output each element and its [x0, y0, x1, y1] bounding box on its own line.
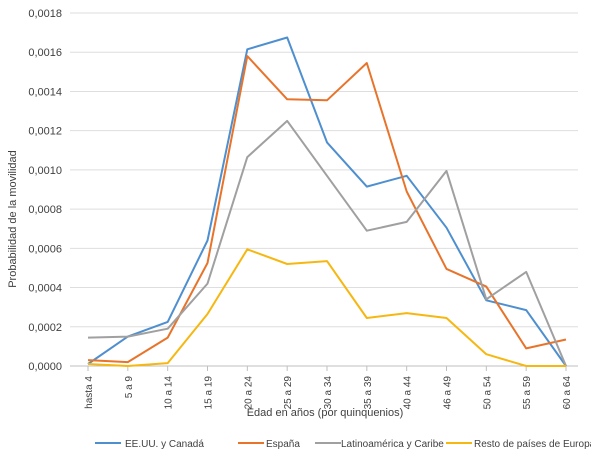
series-line — [87, 55, 567, 364]
y-tick-label: 0,0000 — [28, 361, 62, 373]
legend-label: Latinoamérica y Caribe — [341, 439, 444, 450]
y-axis-title: Probabilidad de la movilidad — [7, 150, 19, 288]
grid-layer — [70, 12, 578, 367]
y-tick-label: 0,0016 — [28, 47, 62, 59]
x-tick-label: 60 a 64 — [562, 376, 573, 410]
series-line — [87, 36, 567, 367]
x-tick-label: 10 a 14 — [164, 376, 175, 410]
y-tick-label: 0,0012 — [28, 126, 62, 138]
x-tick-label: 15 a 19 — [204, 376, 215, 410]
y-tick-label: 0,0004 — [28, 283, 62, 295]
x-tick-label: 25 a 29 — [283, 376, 294, 410]
x-tick-label: hasta 4 — [84, 376, 95, 409]
y-tick-label: 0,0008 — [28, 204, 62, 216]
x-tick-label: 50 a 54 — [482, 376, 493, 410]
legend-label: Resto de países de Europa — [474, 439, 591, 450]
y-tick-label: 0,0006 — [28, 243, 62, 255]
y-tick-label: 0,0002 — [28, 322, 62, 334]
x-tick-label: 20 a 24 — [243, 376, 254, 410]
legend-label: España — [266, 439, 300, 450]
y-tick-label: 0,0010 — [28, 165, 62, 177]
x-tick-label: 5 a 9 — [124, 376, 135, 399]
legend: EE.UU. y Canadá España Latinoamérica y Car… — [95, 439, 591, 450]
y-tick-label: 0,0018 — [28, 8, 62, 20]
series-line — [87, 248, 566, 367]
x-tick-label: 55 a 59 — [522, 376, 533, 410]
y-tick-label: 0,0014 — [28, 86, 62, 98]
axis-layer: 0,0000 0,0002 0,0004 0,0006 0,0008 0,0010 0,00… — [28, 8, 573, 409]
x-tick-label: 40 a 44 — [403, 376, 414, 410]
x-tick-label: 30 a 34 — [323, 376, 334, 410]
x-tick-label: 35 a 39 — [363, 376, 374, 410]
x-axis-title: Edad en años (por quinquenios) — [247, 407, 404, 419]
legend-label: EE.UU. y Canadá — [125, 439, 204, 450]
series-line — [87, 119, 567, 367]
x-tick-label: 46 a 49 — [443, 376, 454, 410]
series-layer — [87, 36, 567, 367]
